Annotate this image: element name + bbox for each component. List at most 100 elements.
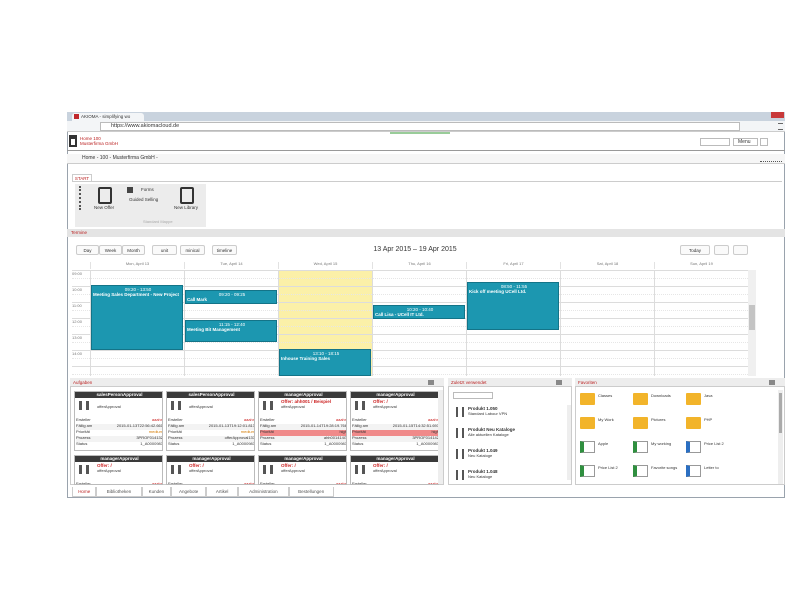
new-offer-icon[interactable] bbox=[98, 187, 112, 204]
event-time: 10:20 - 10:40 bbox=[406, 307, 434, 312]
file-icon bbox=[580, 441, 595, 453]
favorite-item[interactable]: My working bbox=[633, 439, 683, 459]
menu-dropdown[interactable] bbox=[760, 138, 768, 146]
favorite-item[interactable]: Pictures bbox=[633, 415, 683, 435]
favorite-name: My Work bbox=[598, 418, 614, 422]
browser-menu[interactable] bbox=[778, 123, 783, 130]
recent-item[interactable]: Produkt 1.050 Standard Labour VPN bbox=[456, 406, 564, 422]
new-offer[interactable]: New Offer bbox=[94, 205, 115, 210]
company-label: Home 100 Musterfirma GmbH bbox=[80, 136, 140, 148]
recent-item[interactable]: Produkt 1.048 Neu Kataloge bbox=[456, 469, 564, 485]
favorite-item[interactable]: Price List 2 bbox=[686, 439, 736, 459]
field-value: aaahn bbox=[198, 418, 254, 424]
field-value: 2015-01-13T22:56:42.661 bbox=[106, 424, 162, 430]
nav-tab[interactable]: Angebote bbox=[171, 487, 206, 497]
task-card[interactable]: managerApproval Offer: / offerApproval Erst… bbox=[350, 455, 439, 485]
url-bar[interactable]: https://www.akiomacloud.de bbox=[100, 122, 740, 131]
panel-icon[interactable] bbox=[428, 380, 434, 385]
column-line bbox=[90, 270, 91, 376]
task-card[interactable]: salesPersonApproval offerApproval Erstelle… bbox=[166, 391, 255, 451]
panel-icon[interactable] bbox=[769, 380, 775, 385]
today-button[interactable]: Today bbox=[680, 245, 710, 255]
view-button[interactable]: Week bbox=[99, 245, 122, 255]
nav-tab[interactable]: Bestellungen bbox=[288, 487, 334, 497]
search-input[interactable] bbox=[700, 138, 730, 146]
view-button[interactable]: Day bbox=[76, 245, 99, 255]
task-card[interactable]: managerApproval Offer: / offerApproval Erst… bbox=[74, 455, 163, 485]
event-label: Meeting Bit Management bbox=[187, 327, 241, 332]
ribbon bbox=[72, 181, 782, 228]
recent-item[interactable]: Produkt Neu Kataloge Alle aktuellen Katal… bbox=[456, 427, 564, 443]
menu-button[interactable]: Menu bbox=[733, 138, 758, 146]
grid-line bbox=[72, 302, 748, 303]
nav-tab[interactable]: Kunden bbox=[141, 487, 172, 497]
favorite-item[interactable]: Price List 2 bbox=[580, 463, 630, 483]
next-button[interactable] bbox=[733, 245, 748, 255]
event-time: 09:20 - 13:50 bbox=[124, 287, 152, 292]
calendar-event[interactable]: 09:20 - 09:25 Call Mark bbox=[185, 290, 277, 304]
task-card[interactable]: managerApproval Offer: ahh001 / Beispiel o… bbox=[258, 391, 347, 451]
task-card[interactable]: managerApproval Offer: / offerApproval Erst… bbox=[350, 391, 439, 451]
column-line bbox=[466, 270, 467, 376]
grid-line bbox=[72, 366, 748, 367]
favorite-item[interactable]: Classes bbox=[580, 391, 630, 411]
window-controls[interactable] bbox=[752, 112, 784, 118]
favorite-item[interactable]: Downloads bbox=[633, 391, 683, 411]
item-name: Produkt 1.049 bbox=[468, 448, 498, 453]
task-card[interactable]: salesPersonApproval offerApproval Erstelle… bbox=[74, 391, 163, 451]
field-value: aaahn bbox=[382, 418, 438, 424]
card-icon bbox=[355, 401, 365, 410]
ribbon-tab[interactable]: START bbox=[72, 174, 92, 182]
nav-tab[interactable]: Artikel bbox=[206, 487, 239, 497]
calendar-event[interactable]: 11:15 - 12:40 Meeting Bit Management bbox=[185, 320, 277, 342]
favorite-item[interactable]: PHP bbox=[686, 415, 736, 435]
event-label: Meeting Sales Department - New Project bbox=[93, 292, 180, 297]
field-label: Fällig am bbox=[168, 424, 198, 430]
field-label: Ersteller bbox=[352, 418, 382, 424]
field-label: Prozess bbox=[260, 436, 290, 442]
favorite-item[interactable]: Apple bbox=[580, 439, 630, 459]
favorite-item[interactable]: Letter to bbox=[686, 463, 736, 483]
favorite-name: Classes bbox=[598, 394, 613, 398]
task-card[interactable]: managerApproval Offer: / offerApproval Erst… bbox=[258, 455, 347, 485]
field-label: Status bbox=[260, 442, 290, 448]
nav-tab[interactable]: Administration bbox=[238, 487, 289, 497]
view-button[interactable]: minical bbox=[180, 245, 205, 255]
field-value: 1_A0000983 bbox=[198, 442, 254, 448]
column-line bbox=[372, 270, 373, 376]
calendar-event[interactable]: 10:20 - 10:40 Call Lisa - UCell IT Ltd. bbox=[373, 305, 465, 319]
calendar-event[interactable]: 13:10 - 18:15 Inhouse Training Sales bbox=[279, 349, 371, 376]
ribbon-group bbox=[75, 184, 206, 227]
nav-buttons[interactable] bbox=[70, 122, 98, 131]
view-button[interactable]: Month bbox=[122, 245, 145, 255]
nav-tab[interactable]: Bibliotheken bbox=[96, 487, 142, 497]
recent-item[interactable]: Produkt 1.049 Neu Kataloge bbox=[456, 448, 564, 464]
item-icon bbox=[456, 449, 464, 459]
favorite-item[interactable]: My Work bbox=[580, 415, 630, 435]
guided-selling[interactable]: Guided Selling bbox=[129, 197, 159, 202]
calendar-event[interactable]: 08:50 - 11:55 Kick off meeting UCell Ltd. bbox=[467, 282, 559, 330]
prev-button[interactable] bbox=[714, 245, 729, 255]
recent-search[interactable] bbox=[453, 392, 493, 399]
panel-icon[interactable] bbox=[556, 380, 562, 385]
calendar-event[interactable]: 09:20 - 13:50 Meeting Sales Department - … bbox=[91, 285, 183, 350]
card-type: managerApproval bbox=[351, 392, 438, 398]
event-label: Call Mark bbox=[187, 297, 208, 302]
forms[interactable]: Forms bbox=[127, 187, 167, 193]
view-button[interactable]: unit bbox=[152, 245, 177, 255]
new-library-icon[interactable] bbox=[180, 187, 194, 204]
day-header: Fri, April 17 bbox=[466, 262, 560, 269]
field-label: Status bbox=[76, 442, 106, 448]
favorite-item[interactable]: Java bbox=[686, 391, 736, 411]
task-card[interactable]: managerApproval Offer: / offerApproval Erst… bbox=[166, 455, 255, 485]
window-icons[interactable] bbox=[760, 156, 782, 162]
browser-tab[interactable]: AKIOMA - simplifying wo bbox=[72, 113, 144, 121]
company-id[interactable]: Home 100 bbox=[80, 136, 101, 141]
favorite-item[interactable]: Favorite songs bbox=[633, 463, 683, 483]
file-icon bbox=[686, 441, 701, 453]
scrollbar bbox=[778, 390, 783, 484]
favorite-name: Letter to bbox=[704, 466, 719, 470]
new-library[interactable]: New Library bbox=[174, 205, 199, 210]
nav-tab[interactable]: Home bbox=[72, 487, 97, 497]
view-button[interactable]: timeline bbox=[212, 245, 237, 255]
